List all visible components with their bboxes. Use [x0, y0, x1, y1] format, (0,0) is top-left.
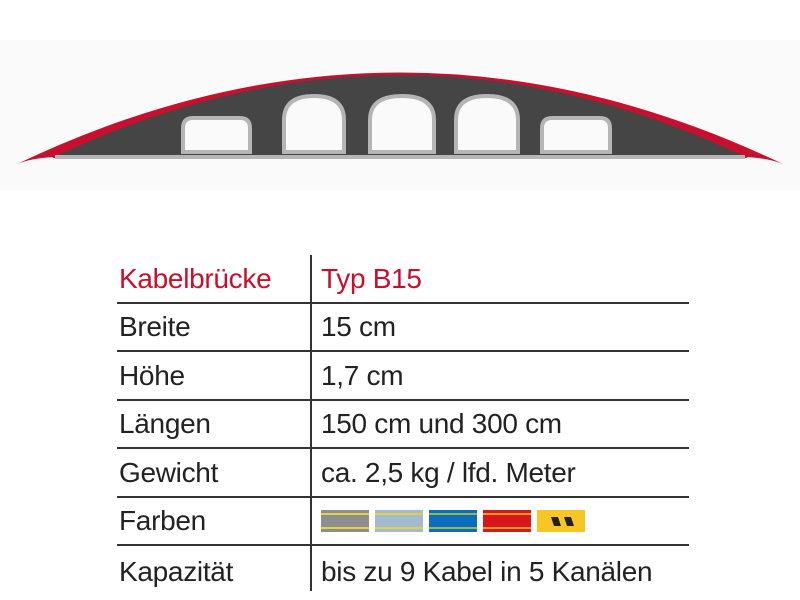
spec-row-kapazitaet: Kapazität bis zu 9 Kabel in 5 Kanälen — [117, 546, 689, 595]
color-swatch-light-blue — [375, 510, 423, 532]
spec-label: Höhe — [119, 359, 185, 391]
color-swatch-red — [483, 510, 531, 532]
spec-table: Kabelbrücke Typ B15 Breite 15 cm Höhe 1,… — [117, 255, 689, 595]
spec-row-laengen: Längen 150 cm und 300 cm — [117, 401, 689, 449]
spec-row-breite: Breite 15 cm — [117, 304, 689, 352]
spec-row-hoehe: Höhe 1,7 cm — [117, 352, 689, 401]
color-swatch-yellow-black — [537, 510, 585, 532]
spec-header-row: Kabelbrücke Typ B15 — [117, 255, 689, 304]
spec-value: 150 cm und 300 cm — [321, 408, 562, 439]
color-swatch-blue — [429, 510, 477, 532]
color-swatch-grey — [321, 510, 369, 532]
spec-value: 1,7 cm — [321, 359, 404, 391]
header-label: Kabelbrücke — [119, 262, 272, 294]
spec-label: Gewicht — [119, 456, 219, 488]
spec-label: Farben — [119, 505, 206, 536]
spec-row-farben: Farben — [117, 498, 689, 546]
cable-bridge-profile-image — [0, 40, 800, 190]
column-divider — [310, 255, 312, 591]
spec-value: bis zu 9 Kabel in 5 Kanälen — [321, 555, 653, 587]
spec-label: Längen — [119, 408, 211, 439]
spec-value: ca. 2,5 kg / lfd. Meter — [321, 456, 576, 488]
color-swatches — [321, 510, 585, 532]
spec-value: 15 cm — [321, 311, 396, 342]
spec-row-gewicht: Gewicht ca. 2,5 kg / lfd. Meter — [117, 449, 689, 498]
spec-label: Kapazität — [119, 555, 234, 587]
spec-label: Breite — [119, 311, 191, 342]
header-value: Typ B15 — [321, 262, 422, 294]
